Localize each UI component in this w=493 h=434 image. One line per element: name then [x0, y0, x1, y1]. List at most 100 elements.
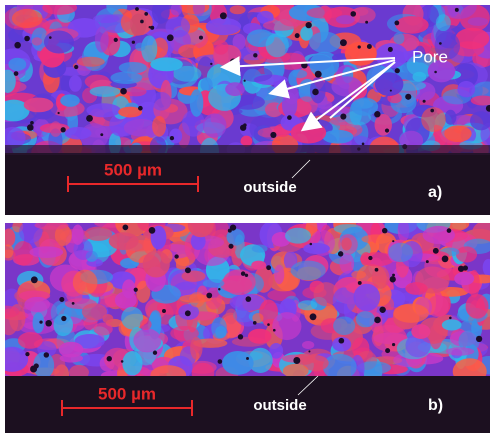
grain — [151, 92, 171, 111]
pore — [240, 125, 246, 131]
grain — [266, 33, 289, 57]
pore — [426, 260, 429, 263]
grain — [285, 228, 311, 244]
grain — [272, 312, 301, 340]
grain — [455, 28, 489, 49]
pore — [447, 228, 452, 233]
panel-label: a) — [428, 184, 442, 201]
grain — [292, 70, 307, 78]
grain — [121, 9, 153, 36]
grain — [166, 16, 191, 37]
pore — [132, 41, 135, 44]
pore — [315, 71, 322, 78]
pore — [150, 26, 154, 30]
grain — [454, 272, 474, 285]
outside-label: outside — [243, 179, 296, 196]
pore — [170, 136, 174, 140]
pore — [270, 132, 276, 138]
pore — [439, 42, 442, 45]
pore — [149, 227, 156, 234]
grain — [24, 297, 50, 312]
pore — [134, 288, 138, 292]
grain — [72, 225, 84, 245]
grain — [213, 40, 229, 55]
pore — [246, 296, 252, 302]
pore — [86, 115, 93, 122]
pore — [392, 240, 394, 242]
grain — [341, 237, 351, 250]
grain — [190, 89, 204, 117]
pore — [390, 276, 396, 282]
pore — [72, 302, 75, 305]
grain — [42, 1, 77, 15]
grain — [351, 271, 366, 279]
pore — [121, 360, 124, 363]
grain — [203, 113, 227, 137]
edge-a — [5, 145, 490, 155]
grain — [466, 294, 489, 319]
grain — [188, 212, 214, 237]
grain — [24, 98, 54, 113]
pore — [167, 34, 174, 41]
pore — [30, 121, 34, 125]
pore — [486, 105, 493, 112]
pore — [273, 329, 276, 332]
pore — [229, 244, 234, 249]
pore — [388, 47, 393, 52]
page: Pore 500 µm outside a) 500 µm outside b)… — [0, 0, 493, 434]
grain — [2, 244, 14, 258]
pore — [455, 8, 459, 12]
pore — [162, 309, 166, 313]
grain — [215, 326, 226, 338]
grain — [351, 97, 378, 115]
pore — [135, 7, 139, 11]
grain — [225, 82, 245, 96]
grain — [356, 311, 375, 327]
pore — [138, 106, 143, 111]
grain — [2, 229, 15, 247]
pore — [476, 336, 482, 342]
pore — [220, 12, 227, 19]
grain — [405, 282, 427, 295]
pore — [185, 267, 191, 273]
grain — [181, 271, 205, 282]
pore — [340, 114, 346, 120]
pore — [394, 21, 399, 26]
grain — [34, 221, 68, 230]
pore — [61, 127, 66, 132]
pore — [433, 248, 439, 254]
grain — [323, 354, 357, 380]
pore — [267, 323, 270, 326]
grain — [411, 324, 430, 339]
pore — [358, 45, 361, 48]
grain — [152, 0, 170, 24]
grain — [290, 261, 325, 281]
grain — [0, 70, 16, 93]
grain — [230, 5, 246, 14]
grain — [263, 20, 298, 31]
grain — [69, 75, 82, 92]
grain — [389, 243, 413, 262]
pore — [295, 33, 300, 38]
grain — [251, 261, 266, 270]
grain — [32, 37, 42, 45]
grain — [436, 14, 451, 31]
pore — [385, 128, 389, 132]
scale-text: 500 µm — [98, 384, 156, 403]
grain — [456, 246, 477, 262]
pore — [405, 94, 411, 100]
grain — [8, 58, 26, 71]
grain — [283, 364, 309, 378]
grain — [393, 304, 429, 323]
pore — [14, 42, 21, 49]
grain — [336, 15, 355, 24]
pore — [25, 352, 29, 356]
pore — [144, 12, 148, 16]
grain — [442, 319, 462, 330]
grain — [470, 111, 492, 130]
grain — [200, 77, 212, 91]
grain — [95, 27, 109, 53]
grain — [395, 16, 428, 34]
grain — [119, 62, 147, 74]
pore — [244, 80, 246, 82]
